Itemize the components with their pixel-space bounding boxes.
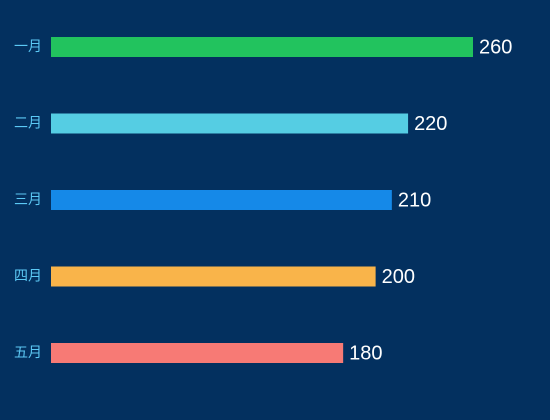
category-label-1: 二月: [14, 116, 42, 132]
bar-0: [51, 37, 473, 57]
category-label-4: 五月: [14, 345, 42, 361]
value-label-0: 260: [479, 36, 512, 58]
bar-3: [51, 266, 376, 287]
bar-4: [51, 343, 344, 363]
value-label-3: 200: [382, 266, 415, 288]
bar-1: [51, 113, 409, 134]
category-label-2: 三月: [14, 192, 42, 208]
value-label-1: 220: [414, 113, 447, 135]
bar-2: [51, 190, 392, 210]
category-label-3: 四月: [14, 269, 42, 285]
category-label-0: 一月: [14, 39, 42, 55]
value-label-4: 180: [349, 342, 382, 364]
value-label-2: 210: [398, 189, 431, 211]
